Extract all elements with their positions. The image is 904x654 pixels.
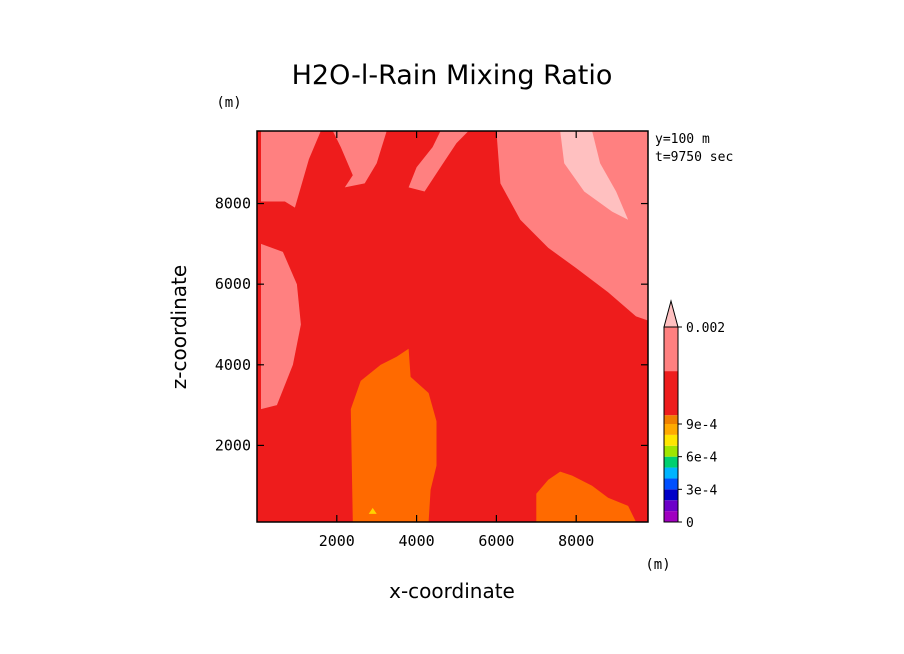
plot-area [256,130,649,523]
colorbar-label: 9e-4 [686,418,717,433]
colorbar-swatch [664,445,678,457]
colorbar-swatch [664,489,678,501]
colorbar-swatch [664,511,678,522]
x-tick-label: 4000 [399,532,435,550]
colorbar-swatch [664,424,678,435]
colorbar-swatch [664,327,678,372]
colorbar-extend-arrow [663,299,679,328]
colorbar-label: 6e-4 [686,451,717,466]
y-axis: 2000 4000 6000 8000 [215,195,648,454]
colorbar: 0 3e-4 6e-4 9e-4 0.002 [663,299,725,531]
y-unit-label: (m) [216,95,241,111]
x-tick-label: 6000 [478,532,514,550]
x-tick-label: 2000 [319,532,355,550]
chart-title: H2O-l-Rain Mixing Ratio [292,60,613,91]
contour-regions [261,131,648,522]
x-tick-label: 8000 [558,532,594,550]
high-band-top-mid [332,131,387,188]
x-axis-title: x-coordinate [389,579,515,603]
colorbar-swatch [664,456,678,468]
peak-band-right [560,131,629,220]
colorbar-swatch [664,500,678,512]
colorbar-label: 0.002 [686,321,725,336]
x-unit-label: (m) [645,557,670,573]
colorbar-swatch [664,415,678,424]
y-axis-title: z-coordinate [167,265,191,389]
high-band-right [496,131,648,321]
y-tick-label: 2000 [215,436,251,454]
trace-spot [368,507,377,514]
y-tick-label: 4000 [215,356,251,374]
annotation-t: t=9750 sec [655,150,733,165]
annotation-y: y=100 m [655,132,710,147]
low-region-left [350,348,437,522]
low-region-right [536,471,636,522]
colorbar-swatch [664,478,678,490]
high-band-top-left [261,131,321,208]
colorbar-swatch [664,434,678,446]
colorbar-label: 0 [686,516,694,531]
high-band-left-edge [261,243,301,410]
y-tick-label: 8000 [215,195,251,213]
y-tick-label: 6000 [215,275,251,293]
plot-frame [256,130,649,523]
colorbar-swatch [664,467,678,479]
colorbar-swatch [664,371,678,416]
high-band-top-center [408,131,469,192]
x-axis: 2000 4000 6000 8000 [319,131,594,550]
colorbar-label: 3e-4 [686,483,717,498]
